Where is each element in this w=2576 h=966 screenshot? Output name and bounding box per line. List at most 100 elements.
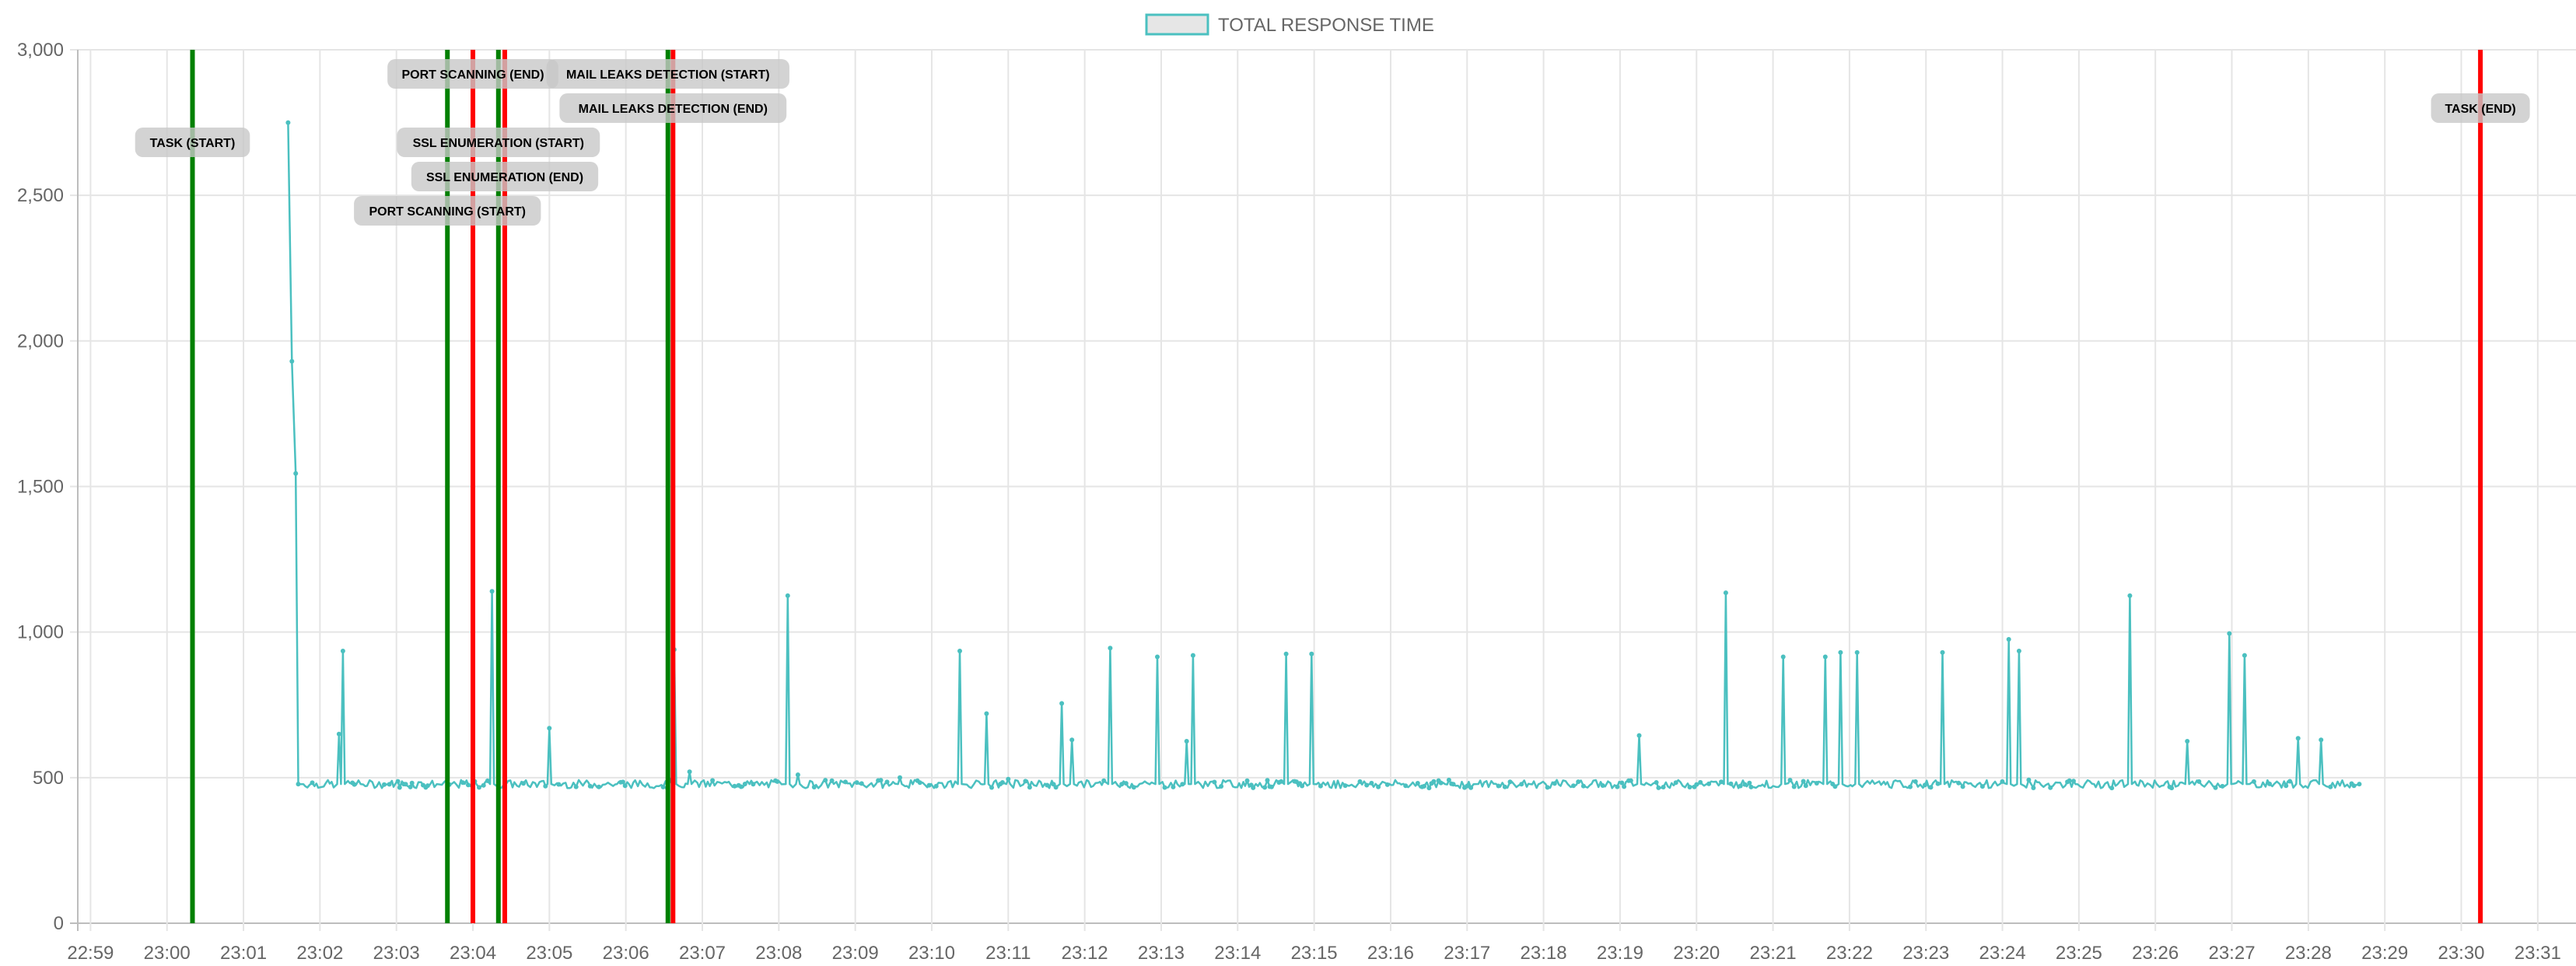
data-point bbox=[403, 782, 408, 787]
data-point bbox=[1101, 778, 1107, 783]
data-point bbox=[854, 780, 859, 786]
y-tick-label: 0 bbox=[54, 913, 64, 934]
x-tick-label: 23:02 bbox=[296, 943, 343, 964]
data-point bbox=[710, 778, 716, 783]
data-point bbox=[1219, 784, 1224, 789]
event-annotation-label: TASK (END) bbox=[2445, 103, 2515, 116]
x-tick-label: 23:08 bbox=[755, 943, 802, 964]
data-point bbox=[1814, 781, 1819, 786]
data-point bbox=[1738, 783, 1743, 789]
data-point bbox=[1519, 782, 1524, 787]
data-point bbox=[397, 785, 402, 790]
data-point bbox=[1728, 781, 1734, 786]
event-annotation: PORT SCANNING (START) bbox=[354, 196, 541, 226]
data-point bbox=[859, 781, 864, 786]
data-point bbox=[1960, 784, 1965, 789]
data-point bbox=[1832, 784, 1838, 789]
data-point bbox=[1446, 777, 1451, 782]
y-tick-label: 1,000 bbox=[17, 622, 64, 643]
x-tick-label: 23:07 bbox=[679, 943, 726, 964]
data-point bbox=[926, 782, 932, 788]
x-tick-label: 23:03 bbox=[373, 943, 420, 964]
data-point bbox=[1468, 785, 1474, 790]
data-point bbox=[2016, 649, 2021, 653]
data-point bbox=[2048, 785, 2053, 790]
data-point bbox=[1171, 784, 1176, 789]
data-point bbox=[409, 780, 415, 786]
event-annotation-box bbox=[546, 59, 789, 89]
data-point bbox=[2287, 779, 2293, 784]
data-point bbox=[2031, 786, 2036, 790]
data-point bbox=[2026, 777, 2032, 782]
data-point bbox=[620, 779, 625, 785]
x-tick-label: 23:11 bbox=[985, 943, 1031, 964]
legend[interactable]: TOTAL RESPONSE TIME bbox=[1145, 13, 1434, 36]
data-point bbox=[1571, 783, 1576, 789]
event-annotation: TASK (START) bbox=[135, 128, 250, 157]
data-point bbox=[1318, 783, 1323, 789]
event-annotation-box bbox=[387, 59, 558, 89]
data-point bbox=[2220, 783, 2225, 789]
data-point bbox=[1552, 781, 1557, 786]
data-point bbox=[1628, 778, 1633, 783]
data-point bbox=[2357, 782, 2362, 787]
data-point bbox=[1780, 654, 1786, 660]
data-point bbox=[1654, 780, 1659, 785]
data-point bbox=[1212, 779, 1217, 785]
data-point bbox=[466, 782, 471, 788]
data-point bbox=[742, 782, 747, 786]
data-point bbox=[1673, 780, 1678, 786]
data-point bbox=[2109, 786, 2115, 791]
data-point bbox=[1059, 701, 1065, 706]
data-point bbox=[1619, 780, 1625, 786]
data-point bbox=[2295, 736, 2301, 741]
legend-swatch[interactable] bbox=[1145, 13, 1209, 36]
data-point bbox=[547, 726, 552, 731]
y-tick-label: 2,000 bbox=[17, 331, 64, 352]
data-point bbox=[660, 784, 666, 789]
event-annotation-label: PORT SCANNING (END) bbox=[401, 68, 544, 82]
data-point bbox=[485, 778, 490, 783]
x-tick-label: 23:00 bbox=[144, 943, 191, 964]
y-tick-label: 500 bbox=[33, 768, 64, 789]
data-point bbox=[884, 779, 890, 785]
data-point bbox=[1502, 784, 1507, 789]
x-tick-label: 23:25 bbox=[2056, 943, 2102, 964]
data-point bbox=[1661, 785, 1666, 789]
series-line-total-response-time bbox=[287, 122, 2360, 789]
legend-label[interactable]: TOTAL RESPONSE TIME bbox=[1218, 15, 1434, 36]
data-point bbox=[1451, 782, 1456, 787]
event-annotation-box bbox=[2431, 93, 2530, 123]
data-point bbox=[285, 120, 291, 125]
y-tick-label: 2,500 bbox=[17, 185, 64, 206]
event-annotation: SSL ENUMERATION (START) bbox=[397, 128, 600, 157]
data-point bbox=[296, 782, 301, 787]
data-point bbox=[1300, 783, 1305, 789]
data-point bbox=[1403, 783, 1409, 789]
event-annotation: PORT SCANNING (END) bbox=[387, 59, 558, 89]
data-point bbox=[1053, 785, 1059, 790]
data-point bbox=[1027, 785, 1032, 790]
data-point bbox=[1979, 784, 1985, 789]
data-point bbox=[460, 780, 466, 786]
x-tick-label: 23:28 bbox=[2285, 943, 2332, 964]
x-tick-label: 23:30 bbox=[2438, 943, 2484, 964]
data-point bbox=[1580, 783, 1586, 789]
data-point bbox=[1723, 590, 1728, 596]
event-annotation-label: SSL ENUMERATION (START) bbox=[413, 137, 584, 150]
data-point bbox=[293, 471, 299, 476]
data-point bbox=[1283, 651, 1289, 656]
x-tick-label: 23:23 bbox=[1902, 943, 1949, 964]
data-point bbox=[933, 783, 939, 789]
data-point bbox=[2267, 781, 2272, 786]
data-point bbox=[395, 779, 401, 784]
data-point bbox=[1656, 785, 1661, 790]
data-point bbox=[2071, 779, 2076, 784]
data-point bbox=[1309, 651, 1314, 656]
data-point bbox=[2196, 779, 2202, 784]
x-tick-label: 23:04 bbox=[450, 943, 496, 964]
x-tick-label: 23:20 bbox=[1673, 943, 1720, 964]
data-point bbox=[425, 783, 430, 789]
x-tick-label: 23:29 bbox=[2361, 943, 2408, 964]
